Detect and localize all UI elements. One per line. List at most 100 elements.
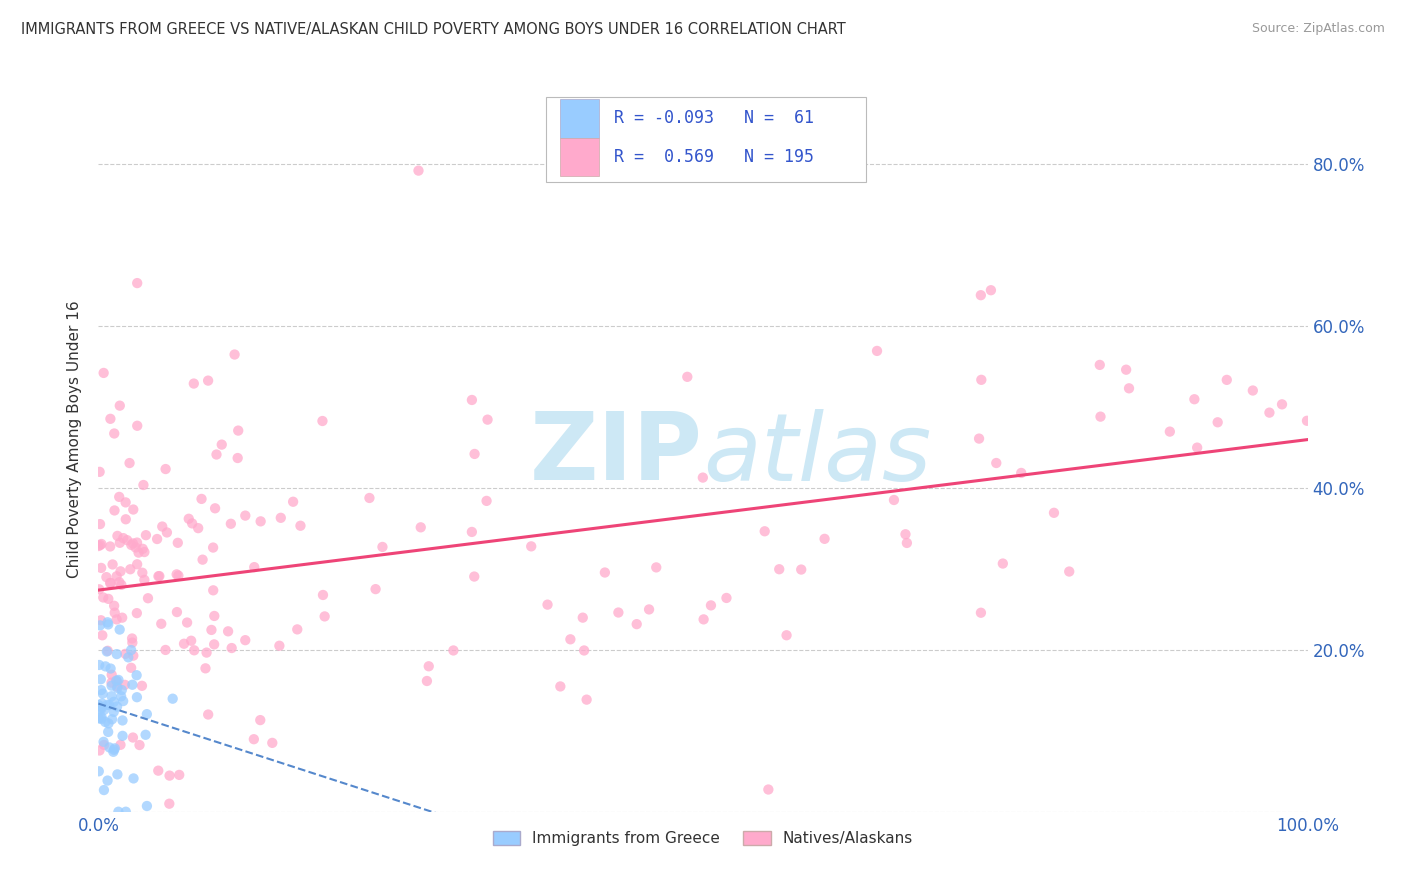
Point	[89, 538, 111, 552]
Point	[108, 399, 131, 413]
Y-axis label: Child Poverty Among Boys Under 16: Child Poverty Among Boys Under 16	[67, 301, 83, 578]
Point	[93, 783, 115, 797]
Point	[110, 690, 132, 704]
Point	[477, 412, 499, 426]
Legend: Immigrants from Greece, Natives/Alaskans: Immigrants from Greece, Natives/Alaskans	[486, 825, 920, 853]
Point	[100, 661, 122, 675]
Point	[269, 639, 291, 653]
Point	[970, 373, 993, 387]
Point	[97, 591, 120, 606]
Point	[90, 702, 112, 716]
Point	[111, 683, 134, 698]
Point	[132, 478, 155, 492]
Point	[463, 569, 485, 583]
Point	[103, 599, 125, 613]
Point	[90, 672, 112, 686]
Point	[896, 536, 918, 550]
Point	[93, 738, 115, 752]
Point	[197, 374, 219, 388]
Point	[1057, 565, 1080, 579]
Point	[124, 541, 146, 555]
Point	[104, 606, 127, 620]
Point	[110, 565, 132, 579]
Point	[645, 560, 668, 574]
Point	[107, 529, 129, 543]
Point	[125, 535, 148, 549]
Point	[91, 628, 114, 642]
Point	[114, 495, 136, 509]
Point	[204, 501, 226, 516]
Point	[94, 714, 117, 729]
Text: ZIP: ZIP	[530, 409, 703, 500]
Point	[90, 710, 112, 724]
Point	[122, 648, 145, 663]
Point	[107, 673, 129, 687]
Point	[90, 712, 112, 726]
Point	[716, 591, 738, 605]
Bar	[561, 137, 599, 177]
Point	[100, 576, 122, 591]
Point	[103, 503, 125, 517]
Point	[89, 658, 111, 673]
Point	[536, 598, 558, 612]
Point	[90, 561, 112, 575]
Point	[418, 659, 440, 673]
Point	[135, 799, 157, 814]
Point	[1258, 406, 1281, 420]
Point	[90, 537, 112, 551]
Point	[101, 712, 124, 726]
Point	[1043, 506, 1066, 520]
Point	[970, 288, 993, 302]
Point	[1296, 414, 1319, 428]
Point	[243, 732, 266, 747]
Point	[1088, 358, 1111, 372]
Point	[894, 527, 917, 541]
Point	[122, 772, 145, 786]
Point	[87, 711, 110, 725]
Point	[93, 735, 115, 749]
Point	[180, 633, 202, 648]
Point	[813, 532, 835, 546]
Point	[364, 582, 387, 596]
Point	[93, 366, 115, 380]
Point	[1115, 362, 1137, 376]
Point	[114, 512, 136, 526]
Point	[197, 707, 219, 722]
Point	[1118, 381, 1140, 395]
Point	[768, 562, 790, 576]
Point	[100, 679, 122, 693]
Point	[167, 568, 190, 582]
Point	[692, 470, 714, 484]
Point	[97, 716, 120, 731]
Point	[775, 628, 797, 642]
Point	[181, 516, 204, 531]
Point	[224, 347, 246, 361]
Point	[125, 606, 148, 620]
Point	[87, 539, 110, 553]
Point	[110, 738, 132, 752]
Point	[967, 432, 990, 446]
Point	[103, 695, 125, 709]
Point	[122, 731, 145, 745]
Point	[883, 493, 905, 508]
Point	[692, 612, 714, 626]
Point	[790, 563, 813, 577]
Point	[135, 728, 157, 742]
Point	[638, 602, 661, 616]
Point	[120, 661, 142, 675]
Point	[134, 545, 156, 559]
Text: Source: ZipAtlas.com: Source: ZipAtlas.com	[1251, 22, 1385, 36]
Point	[572, 643, 595, 657]
Point	[131, 541, 153, 556]
Point	[162, 691, 184, 706]
Point	[754, 524, 776, 539]
Point	[98, 740, 121, 755]
Point	[155, 462, 177, 476]
Point	[202, 541, 225, 555]
Point	[91, 687, 114, 701]
Point	[986, 456, 1008, 470]
Point	[100, 675, 122, 690]
Point	[371, 540, 394, 554]
Point	[409, 520, 432, 534]
Point	[128, 546, 150, 560]
